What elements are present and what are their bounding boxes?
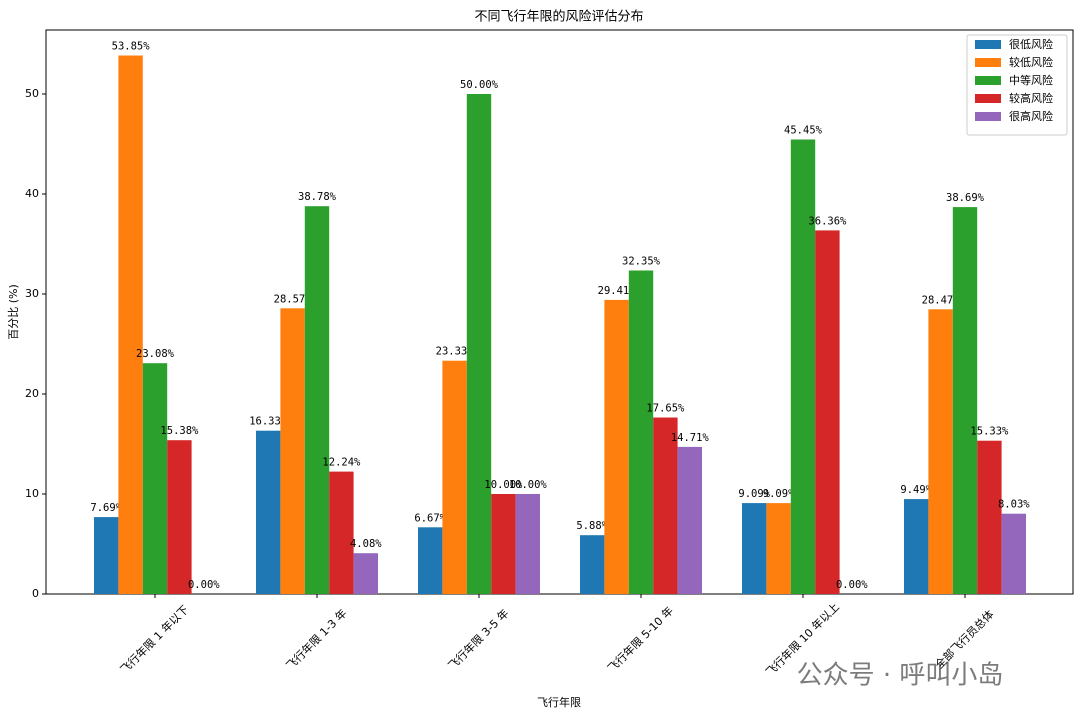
value-label: 12.24% <box>322 457 361 469</box>
legend-swatch <box>975 40 1001 49</box>
value-label: 14.71% <box>671 432 710 444</box>
value-label: 9.49% <box>900 484 932 496</box>
bar <box>466 94 492 594</box>
value-label: 15.33% <box>970 426 1009 438</box>
y-tick-label: 40 <box>25 187 39 200</box>
value-label: 28.47% <box>922 294 961 306</box>
bar <box>766 503 791 594</box>
value-label: 0.00% <box>188 579 220 591</box>
y-tick-label: 20 <box>25 387 39 400</box>
bar <box>118 55 143 594</box>
bar <box>304 206 330 594</box>
bar <box>329 471 354 594</box>
value-label: 9.09% <box>738 488 770 500</box>
value-label: 29.41% <box>598 285 637 297</box>
bar <box>742 503 767 594</box>
y-tick-label: 0 <box>32 587 39 600</box>
bar <box>815 230 840 594</box>
value-label: 50.00% <box>460 79 499 91</box>
bar <box>256 430 281 594</box>
legend-label: 较低风险 <box>1009 55 1053 69</box>
value-label: 17.65% <box>646 403 685 415</box>
bar <box>442 360 467 594</box>
plot-frame <box>45 29 1074 595</box>
legend-label: 中等风险 <box>1009 73 1053 87</box>
bar <box>580 535 605 594</box>
legend-label: 很低风险 <box>1009 37 1053 51</box>
value-label: 8.03% <box>998 499 1030 511</box>
legend-label: 较高风险 <box>1009 91 1053 105</box>
bar <box>790 139 816 594</box>
bar <box>604 299 629 594</box>
value-label: 10.00% <box>509 479 548 491</box>
value-label: 32.35% <box>622 256 661 268</box>
legend-label: 很高风险 <box>1009 109 1053 123</box>
y-tick-label: 30 <box>25 287 39 300</box>
y-tick-label: 50 <box>25 87 39 100</box>
watermark: 公众号 · 呼叫小岛 <box>797 661 1004 691</box>
value-label: 45.45% <box>784 125 823 137</box>
value-label: 23.08% <box>136 348 175 360</box>
legend-swatch <box>975 76 1001 85</box>
value-label: 23.33% <box>436 346 475 358</box>
bar <box>491 494 516 594</box>
legend-swatch <box>975 94 1001 103</box>
bar <box>952 207 978 594</box>
y-axis-label: 百分比 (%) <box>7 284 20 340</box>
bar <box>353 553 378 594</box>
value-label: 28.57% <box>274 293 313 305</box>
value-label: 9.09% <box>763 488 795 500</box>
bar <box>280 308 305 594</box>
bar <box>515 494 540 594</box>
legend-swatch <box>975 58 1001 67</box>
bar <box>977 440 1002 594</box>
bar <box>167 440 192 594</box>
value-label: 15.38% <box>160 425 199 437</box>
bar <box>1001 513 1026 594</box>
value-label: 53.85% <box>112 41 151 53</box>
value-label: 7.69% <box>90 502 122 514</box>
value-label: 0.00% <box>836 579 868 591</box>
value-label: 4.08% <box>350 538 382 550</box>
bar <box>904 499 929 594</box>
value-label: 10.00% <box>484 479 523 491</box>
bar <box>653 417 678 594</box>
bar <box>94 517 119 594</box>
y-tick-label: 10 <box>25 487 39 500</box>
legend-swatch <box>975 112 1001 121</box>
value-label: 36.36% <box>808 215 847 227</box>
value-label: 5.88% <box>576 520 608 532</box>
bar <box>628 270 654 594</box>
bar <box>418 527 443 594</box>
chart-title: 不同飞行年限的风险评估分布 <box>474 9 643 25</box>
x-axis-label: 飞行年限 <box>537 695 581 709</box>
bar <box>142 363 168 594</box>
value-label: 16.33% <box>249 416 288 428</box>
value-label: 38.69% <box>946 192 985 204</box>
value-label: 6.67% <box>414 512 446 524</box>
value-label: 38.78% <box>298 191 337 203</box>
bar <box>928 309 953 594</box>
bar <box>677 446 702 594</box>
